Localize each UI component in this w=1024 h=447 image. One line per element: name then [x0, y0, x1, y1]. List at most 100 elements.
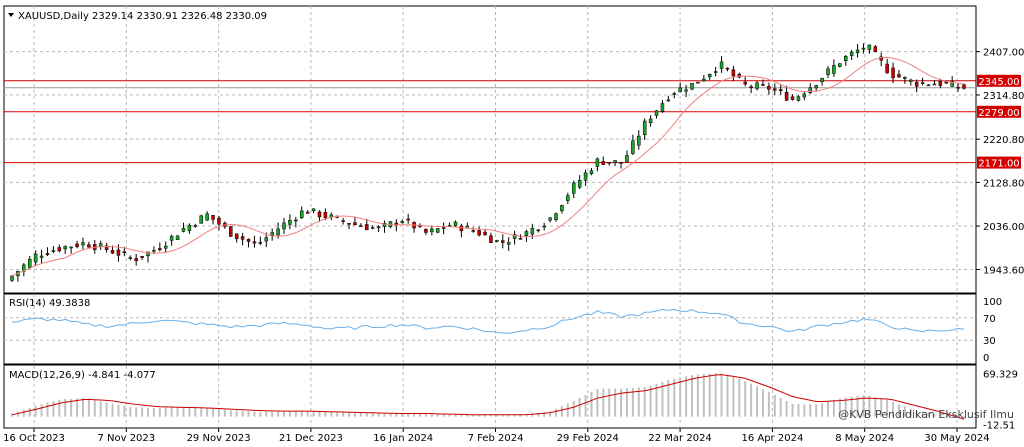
- candle-bull: [69, 246, 73, 249]
- candle-bull: [589, 170, 594, 174]
- price-tick-label: 1943.60: [983, 266, 1024, 277]
- candle-bear: [731, 69, 736, 77]
- candle-bull: [39, 255, 44, 258]
- candle-bull: [932, 83, 937, 86]
- candle-bear: [229, 226, 233, 237]
- level-tag: [977, 156, 1021, 169]
- time-tick-label: 7 Nov 2023: [97, 433, 155, 444]
- candle-bull: [435, 228, 440, 233]
- candle-bear: [501, 240, 505, 243]
- price-tick-label: 2314.80: [983, 91, 1024, 102]
- candle-bull: [264, 237, 269, 242]
- candle-bear: [767, 86, 771, 90]
- candle-bear: [353, 222, 357, 226]
- candle-bear: [938, 80, 943, 86]
- collapse-triangle-icon[interactable]: [8, 13, 14, 17]
- candle-bull: [33, 253, 38, 263]
- candle-bear: [897, 74, 901, 78]
- candle-bull: [843, 56, 848, 61]
- candle-bull: [370, 227, 375, 229]
- rsi-tick-label: 30: [983, 336, 996, 347]
- candle-bear: [406, 218, 410, 221]
- price-panel: [3, 5, 977, 294]
- candle-bull: [920, 82, 925, 84]
- candle-bull: [175, 235, 180, 240]
- candle-bull: [146, 251, 150, 257]
- candle-bear: [619, 161, 623, 164]
- candle-bear: [246, 238, 251, 242]
- watermark: @KVB Pendidikan Eksklusif Ilmu: [838, 408, 1014, 421]
- macd-panel: [3, 364, 977, 429]
- candle-bull: [495, 240, 499, 242]
- candle-bull: [294, 219, 298, 222]
- price-tick-label: 2407.00: [983, 48, 1024, 59]
- candle-bear: [477, 230, 481, 236]
- time-tick-label: 16 Jan 2024: [373, 433, 433, 444]
- horizontal-levels: 2345.00 2279.00 2171.00: [4, 74, 1021, 170]
- time-tick-label: 16 Apr 2024: [741, 433, 803, 444]
- moving-average: [11, 56, 965, 277]
- candle-bear: [778, 89, 783, 92]
- candle-bear: [116, 249, 121, 256]
- time-tick-label: 29 Nov 2023: [187, 433, 251, 444]
- candle-bull: [583, 172, 588, 181]
- candle-bull: [648, 118, 653, 124]
- candle-bull: [506, 242, 511, 245]
- candle-bull: [430, 228, 434, 233]
- rsi-tick-label: 100: [983, 297, 1002, 308]
- candle-bear: [341, 220, 345, 222]
- candle-bull: [832, 65, 836, 74]
- candle-bull: [512, 234, 517, 239]
- candle-bull: [571, 182, 576, 194]
- candle-bear: [158, 248, 162, 251]
- candle-bull: [796, 96, 801, 101]
- candle-bear: [87, 244, 91, 248]
- rsi-line: [11, 308, 965, 334]
- candle-bull: [98, 243, 103, 247]
- candle-bull: [849, 51, 854, 56]
- candle-bear: [773, 88, 777, 91]
- candle-bear: [57, 247, 62, 252]
- price-legend: XAUUSD,Daily 2329.14 2330.91 2326.48 233…: [18, 11, 267, 22]
- candle-bull: [548, 217, 552, 221]
- candle-bear: [471, 230, 475, 232]
- candle-bear: [317, 211, 322, 218]
- time-tick-label: 16 Oct 2023: [3, 433, 65, 444]
- candle-bull: [690, 82, 694, 90]
- level-tag-label: 2171.00: [978, 159, 1019, 170]
- level-tag-label: 2345.00: [978, 77, 1019, 88]
- candle-bull: [128, 257, 133, 259]
- candle-bull: [10, 275, 14, 281]
- candle-bull: [678, 87, 682, 93]
- candle-bull: [530, 228, 535, 235]
- candle-bull: [270, 232, 274, 236]
- candle-bear: [483, 231, 487, 236]
- candle-bull: [637, 135, 641, 146]
- candle-bull: [299, 210, 304, 219]
- candle-bull: [666, 99, 671, 102]
- candle-bull: [625, 155, 629, 163]
- candle-bear: [110, 250, 115, 254]
- candle-bear: [441, 227, 446, 229]
- candle-bull: [81, 242, 85, 246]
- candle-bear: [234, 233, 239, 239]
- candle-bull: [867, 44, 872, 50]
- candle-bear: [140, 256, 144, 258]
- candle-bull: [672, 93, 677, 95]
- rsi-tick-label: 0: [983, 353, 989, 364]
- level-tag: [977, 74, 1021, 87]
- price-tick-label: 2036.00: [983, 222, 1024, 233]
- rsi-legend: RSI(14) 49.3838: [9, 298, 90, 309]
- time-tick-label: 22 Mar 2024: [648, 433, 711, 444]
- candle-bull: [838, 63, 842, 67]
- time-axis: 16 Oct 2023 7 Nov 2023 29 Nov 2023 21 Dec 2…: [3, 428, 990, 444]
- candle-bull: [193, 225, 198, 227]
- candle-bull: [311, 208, 316, 212]
- candle-bull: [63, 246, 67, 250]
- candle-bull: [169, 235, 174, 241]
- time-tick-label: 29 Feb 2024: [557, 433, 619, 444]
- candle-bull: [382, 222, 387, 227]
- candle-bear: [956, 87, 960, 89]
- candle-bull: [642, 120, 647, 136]
- candle-bear: [211, 215, 215, 220]
